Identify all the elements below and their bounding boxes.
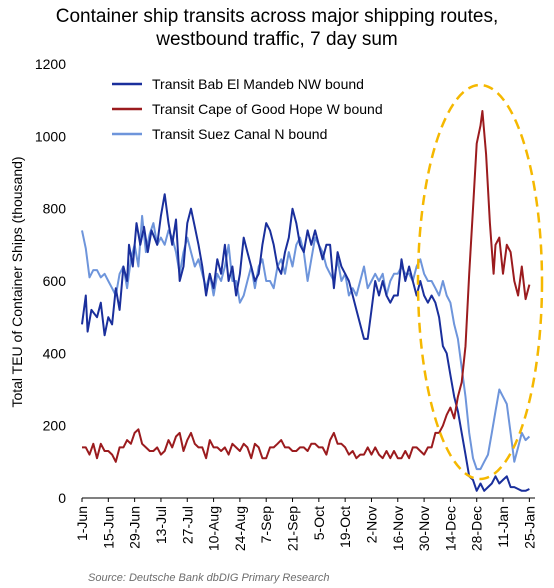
legend-label-2: Transit Suez Canal N bound	[152, 126, 327, 142]
y-tick-label: 800	[43, 201, 67, 217]
y-tick-label: 1200	[35, 56, 66, 72]
y-tick-label: 200	[43, 418, 67, 434]
x-axis-ticks: 1-Jun 15-Jun 29-Jun 13-Jul 27-Jul 10-Aug 24-Au…	[74, 498, 537, 551]
y-tick-label: 0	[58, 490, 66, 506]
y-tick-label: 600	[43, 273, 67, 289]
y-axis-label: Total TEU of Container Ships (thousand)	[9, 156, 25, 407]
x-tick-label: 29-Jun	[127, 506, 143, 549]
x-tick-label: 24-Aug	[232, 506, 248, 551]
x-tick-label: 1-Jun	[74, 506, 90, 541]
series-layer	[81, 110, 531, 492]
source-note: Source: Deutsche Bank dbDIG Primary Rese…	[88, 572, 330, 584]
x-tick-label: 5-Oct	[311, 506, 327, 540]
x-tick-label: 16-Nov	[390, 506, 406, 551]
chart-title-line-2: westbound traffic, 7 day sum	[155, 29, 398, 50]
x-tick-label: 21-Sep	[285, 506, 301, 551]
x-tick-label: 19-Oct	[337, 506, 353, 548]
x-tick-label: 28-Dec	[469, 506, 485, 551]
x-tick-label: 2-Nov	[363, 506, 379, 543]
y-tick-label: 400	[43, 345, 67, 361]
x-tick-label: 7-Sep	[258, 506, 274, 544]
y-axis-ticks: 0 200 400 600 800 1000 1200	[35, 56, 66, 506]
highlight-ellipse	[416, 83, 544, 481]
series-line-1	[82, 110, 531, 463]
x-tick-label: 15-Jun	[100, 506, 116, 549]
x-tick-label: 14-Dec	[442, 506, 458, 551]
x-tick-label: 30-Nov	[416, 506, 432, 551]
x-tick-label: 27-Jul	[179, 506, 195, 544]
chart-title-line-1: Container ship transits across major shi…	[56, 6, 498, 27]
x-tick-label: 13-Jul	[153, 506, 169, 544]
y-tick-label: 1000	[35, 128, 66, 144]
legend-label-0: Transit Bab El Mandeb NW bound	[152, 76, 364, 92]
legend: Transit Bab El Mandeb NW bound Transit Ca…	[112, 76, 383, 142]
x-tick-label: 25-Jan	[521, 506, 537, 549]
x-tick-label: 10-Aug	[206, 506, 222, 551]
legend-label-1: Transit Cape of Good Hope W bound	[152, 101, 383, 117]
x-tick-label: 11-Jan	[495, 506, 511, 548]
series-line-0	[81, 193, 530, 492]
